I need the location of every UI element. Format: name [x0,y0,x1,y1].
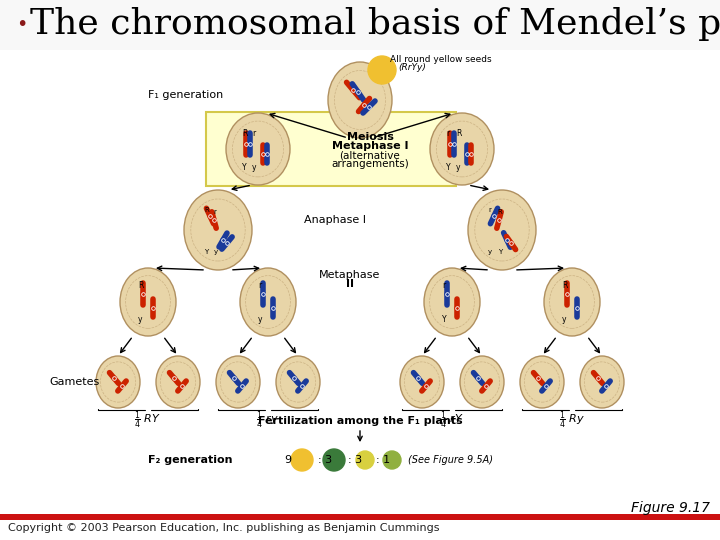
Text: (RrYy): (RrYy) [398,64,426,72]
Text: R: R [497,209,502,215]
Text: y: y [252,163,256,172]
Circle shape [368,56,396,84]
Text: F₁ generation: F₁ generation [148,90,223,100]
Text: Figure 9.17: Figure 9.17 [631,501,710,515]
Text: Y: Y [204,249,208,255]
Text: arrangements): arrangements) [331,159,409,169]
Text: $\frac{1}{4}$ RY: $\frac{1}{4}$ RY [135,409,161,431]
FancyBboxPatch shape [206,112,456,186]
Text: R: R [562,281,567,291]
Text: y: y [488,249,492,255]
Ellipse shape [240,268,296,336]
Text: Y: Y [242,163,247,172]
Text: y: y [138,314,143,323]
Text: y: y [562,314,567,323]
Ellipse shape [276,356,320,408]
Text: F₂ generation: F₂ generation [148,455,233,465]
Circle shape [383,451,401,469]
Text: II: II [346,279,354,289]
Text: Meiosis: Meiosis [346,132,393,142]
Text: Y: Y [442,314,446,323]
Text: r: r [252,129,256,138]
Bar [0,514,720,520]
Text: : 1: : 1 [376,455,390,465]
Ellipse shape [226,113,290,185]
Text: The chromosomal basis of Mendel’s principles: The chromosomal basis of Mendel’s princi… [30,7,720,41]
Circle shape [323,449,345,471]
Text: Metaphase I: Metaphase I [332,141,408,151]
Ellipse shape [424,268,480,336]
Text: R: R [138,281,143,291]
Ellipse shape [520,356,564,408]
Ellipse shape [216,356,260,408]
Text: $\frac{1}{4}$ Ry: $\frac{1}{4}$ Ry [559,409,585,431]
Text: Gametes: Gametes [50,377,100,387]
Text: Copyright © 2003 Pearson Education, Inc. publishing as Benjamin Cummings: Copyright © 2003 Pearson Education, Inc.… [8,523,439,533]
Bar [0,0,720,50]
Ellipse shape [184,190,252,270]
Text: R: R [204,207,209,213]
Text: r: r [213,209,216,215]
Text: 9: 9 [285,455,296,465]
Text: R: R [456,129,462,138]
Text: All round yellow seeds: All round yellow seeds [390,56,492,64]
Ellipse shape [328,62,392,138]
Text: r: r [446,129,449,138]
Text: R: R [242,129,248,138]
Text: y: y [214,249,218,255]
Text: Y: Y [498,249,503,255]
Text: Metaphase: Metaphase [319,270,381,280]
Text: : 3: : 3 [348,455,362,465]
Text: $\frac{1}{4}$ ry: $\frac{1}{4}$ ry [256,409,279,431]
Circle shape [291,449,313,471]
Text: •: • [16,15,27,33]
Ellipse shape [400,356,444,408]
Ellipse shape [96,356,140,408]
Text: r: r [488,207,491,213]
Circle shape [356,451,374,469]
Ellipse shape [460,356,504,408]
Text: $\frac{1}{4}$ rY: $\frac{1}{4}$ rY [440,409,464,431]
Ellipse shape [544,268,600,336]
Ellipse shape [580,356,624,408]
Ellipse shape [468,190,536,270]
Text: Fertilization among the F₁ plants: Fertilization among the F₁ plants [258,416,462,426]
Text: : 3: : 3 [318,455,332,465]
Text: r: r [258,281,261,291]
Text: y: y [456,163,461,172]
Text: (See Figure 9.5A): (See Figure 9.5A) [408,455,493,465]
Bar [80,52,660,505]
Ellipse shape [120,268,176,336]
Text: Y: Y [446,163,451,172]
Text: y: y [258,314,263,323]
Ellipse shape [156,356,200,408]
Text: r: r [442,281,445,291]
Text: Anaphase I: Anaphase I [304,215,366,225]
Text: (alternative: (alternative [340,150,400,160]
Ellipse shape [430,113,494,185]
